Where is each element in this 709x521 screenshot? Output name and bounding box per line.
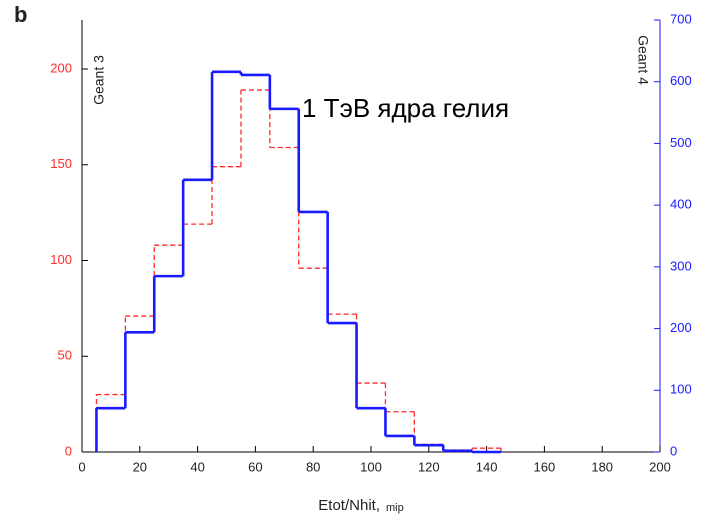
y-tick-label: 50 [58, 348, 72, 363]
y-tick-label: 200 [50, 60, 72, 75]
x-tick-label: 120 [418, 459, 440, 474]
x-tick-label: 40 [190, 459, 204, 474]
y2-tick-label: 500 [670, 135, 692, 150]
x-tick-label: 160 [534, 459, 556, 474]
x-tick-label: 180 [591, 459, 613, 474]
y2-tick-label: 100 [670, 382, 692, 397]
y2-tick-label: 700 [670, 11, 692, 26]
x-tick-label: 200 [649, 459, 671, 474]
y2-tick-label: 300 [670, 258, 692, 273]
y-tick-label: 0 [65, 443, 72, 458]
legend-entry: Geant 4 [635, 35, 651, 85]
y2-tick-label: 600 [670, 73, 692, 88]
x-axis-label: Etot/Nhit, [318, 497, 380, 514]
x-tick-label: 60 [248, 459, 262, 474]
x-tick-label: 20 [133, 459, 147, 474]
y-tick-label: 150 [50, 156, 72, 171]
x-tick-label: 140 [476, 459, 498, 474]
y2-tick-label: 400 [670, 197, 692, 212]
x-axis-unit: mip [386, 502, 404, 514]
legend-entry: Geant 3 [91, 55, 107, 105]
annotation: 1 ТэВ ядра гелия [302, 93, 509, 123]
x-tick-label: 100 [360, 459, 382, 474]
panel-label: b [14, 2, 27, 27]
x-tick-label: 0 [78, 459, 85, 474]
x-tick-label: 80 [306, 459, 320, 474]
y2-tick-label: 200 [670, 320, 692, 335]
y-tick-label: 100 [50, 252, 72, 267]
y2-tick-label: 0 [670, 443, 677, 458]
